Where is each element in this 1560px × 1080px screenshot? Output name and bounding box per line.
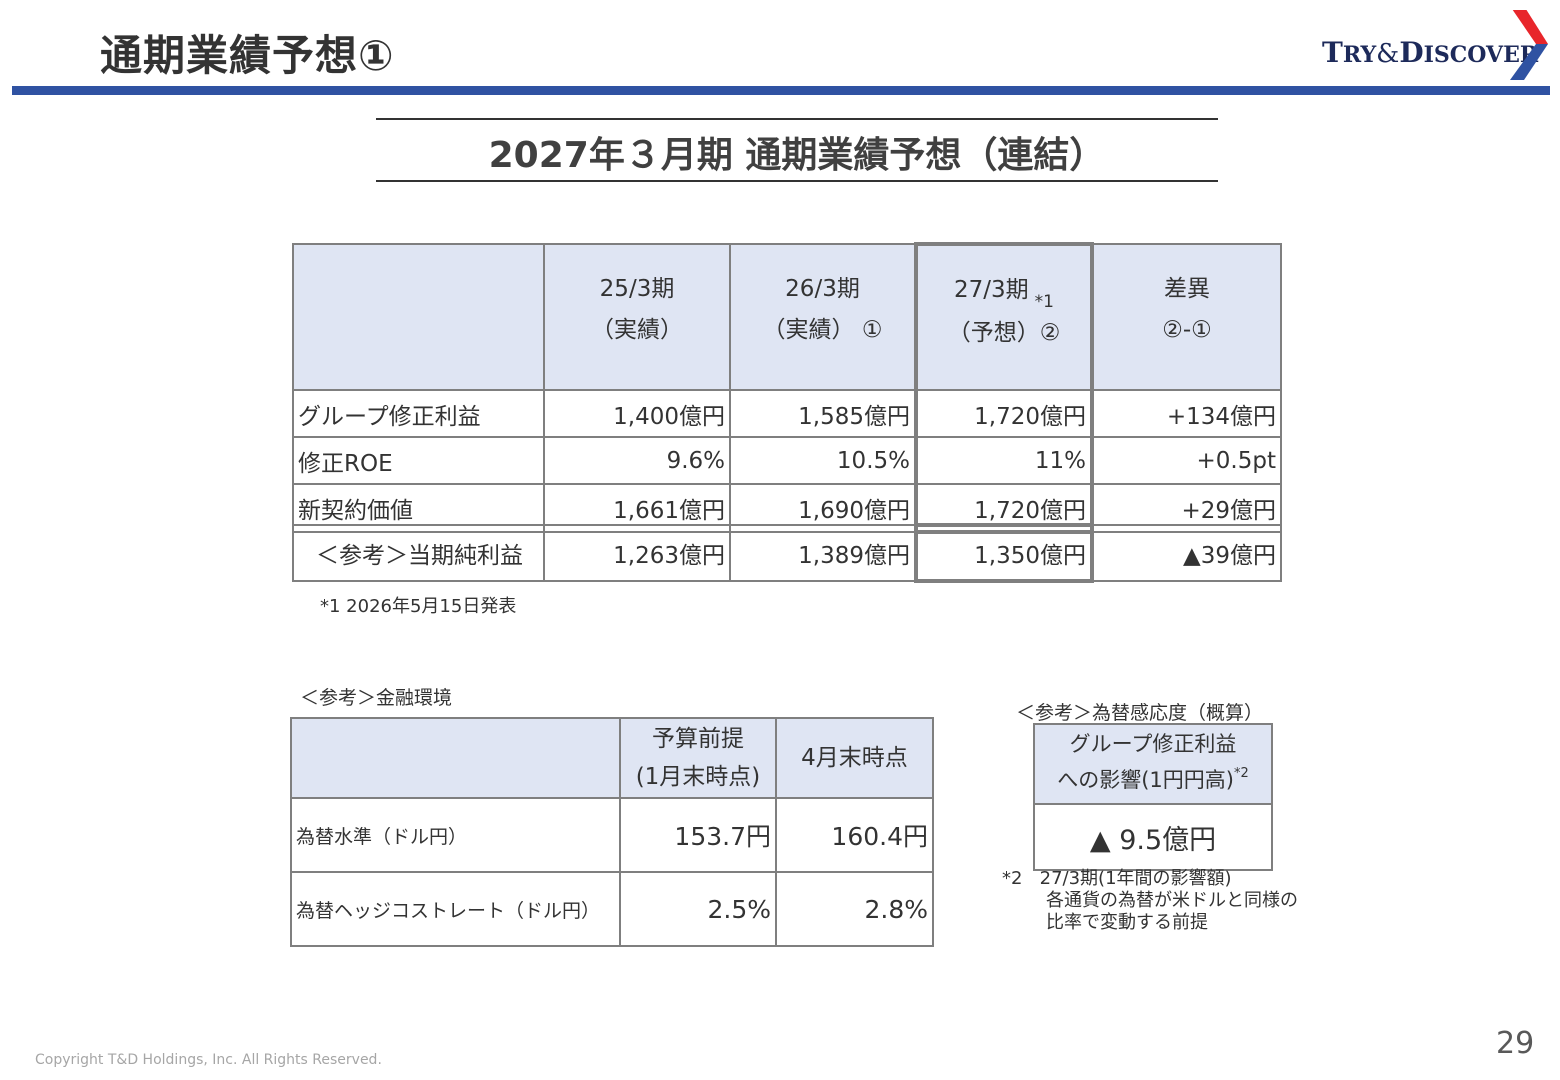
cell-fy26: 1,389億円 xyxy=(729,524,917,582)
company-logo: TRY&DISCOVER xyxy=(1318,10,1554,82)
cell-diff: ▲39億円 xyxy=(1091,524,1282,582)
subtitle-frame xyxy=(376,118,1218,182)
finance-table: 予算前提 (1月末時点) 4月末時点 為替水準（ドル円） 153.7円 160.4… xyxy=(290,717,934,947)
forecast-table: 25/3期 （実績） 26/3期 （実績） ① 27/3期 *1 （予想）② 差異 ②-①… xyxy=(292,242,1282,534)
cell-fy26: 1,585億円 xyxy=(729,389,917,438)
row-label: 為替ヘッジコストレート（ドル円） xyxy=(290,871,621,947)
header-budget: 予算前提 (1月末時点) xyxy=(619,717,777,799)
header-fy27: 27/3期 *1 （予想）② xyxy=(914,242,1094,391)
cell-fy25: 1,263億円 xyxy=(543,524,731,582)
logo-wordmark: TRY&DISCOVER xyxy=(1322,36,1539,69)
header-blank xyxy=(290,717,621,799)
cell-fy27: 1,350億円 xyxy=(914,523,1094,583)
header-fy25: 25/3期 （実績） xyxy=(543,243,731,391)
cell-budget: 2.5% xyxy=(619,871,777,947)
cell-fy27: 11% xyxy=(914,436,1094,485)
table-row: ＜参考＞当期純利益 1,263億円 1,389億円 1,350億円 ▲39億円 xyxy=(292,523,1282,583)
fx-value-row: ▲ 9.5億円 xyxy=(1033,803,1273,871)
fx-header-row: グループ修正利益 への影響(1円円高)*2 xyxy=(1033,723,1273,805)
finance-caption: ＜参考＞金融環境 xyxy=(300,687,453,709)
cell-diff: +0.5pt xyxy=(1091,436,1282,485)
copyright-notice: Copyright T&D Holdings, Inc. All Rights … xyxy=(35,1052,382,1068)
row-label: 為替水準（ドル円） xyxy=(290,797,621,873)
header-blank xyxy=(292,243,545,391)
cell-diff: +134億円 xyxy=(1091,389,1282,438)
cell-april: 2.8% xyxy=(775,871,934,947)
table-row: 修正ROE 9.6% 10.5% 11% +0.5pt xyxy=(292,436,1282,485)
row-label: ＜参考＞当期純利益 xyxy=(292,524,545,582)
header-april: 4月末時点 xyxy=(775,717,934,799)
page-number: 29 xyxy=(1496,1026,1535,1061)
fx-sensitivity-table: グループ修正利益 への影響(1円円高)*2 ▲ 9.5億円 xyxy=(1033,723,1273,871)
footnote-2: *2 27/3期(1年間の影響額) 各通貨の為替が米ドルと同様の 比率で変動する… xyxy=(1002,868,1298,933)
cell-fy25: 9.6% xyxy=(543,436,731,485)
section-subtitle: 2027年３月期 通期業績予想（連結） xyxy=(488,135,1106,176)
fx-caption: ＜参考＞為替感応度（概算） xyxy=(1016,702,1264,724)
row-label: グループ修正利益 xyxy=(292,389,545,438)
footnote-1: *1 2026年5月15日発表 xyxy=(320,596,517,617)
fx-value: ▲ 9.5億円 xyxy=(1033,803,1273,871)
cell-fy27: 1,720億円 xyxy=(914,389,1094,438)
table-row: グループ修正利益 1,400億円 1,585億円 1,720億円 +134億円 xyxy=(292,389,1282,438)
row-label: 修正ROE xyxy=(292,436,545,485)
page-title: 通期業績予想① xyxy=(100,31,395,80)
cell-fy25: 1,400億円 xyxy=(543,389,731,438)
table-row: 為替ヘッジコストレート（ドル円） 2.5% 2.8% xyxy=(290,871,934,947)
forecast-header-row: 25/3期 （実績） 26/3期 （実績） ① 27/3期 *1 （予想）② 差異 ②-① xyxy=(292,242,1282,391)
fx-header: グループ修正利益 への影響(1円円高)*2 xyxy=(1033,723,1273,805)
header-fy26: 26/3期 （実績） ① xyxy=(729,243,917,391)
cell-fy26: 10.5% xyxy=(729,436,917,485)
header-difference: 差異 ②-① xyxy=(1091,243,1282,391)
header-divider xyxy=(12,86,1550,95)
cell-april: 160.4円 xyxy=(775,797,934,873)
finance-header-row: 予算前提 (1月末時点) 4月末時点 xyxy=(290,717,934,799)
table-row: 為替水準（ドル円） 153.7円 160.4円 xyxy=(290,797,934,873)
reference-net-income-table: ＜参考＞当期純利益 1,263億円 1,389億円 1,350億円 ▲39億円 xyxy=(292,523,1282,583)
cell-budget: 153.7円 xyxy=(619,797,777,873)
logo-chevron-icon xyxy=(1510,10,1548,80)
